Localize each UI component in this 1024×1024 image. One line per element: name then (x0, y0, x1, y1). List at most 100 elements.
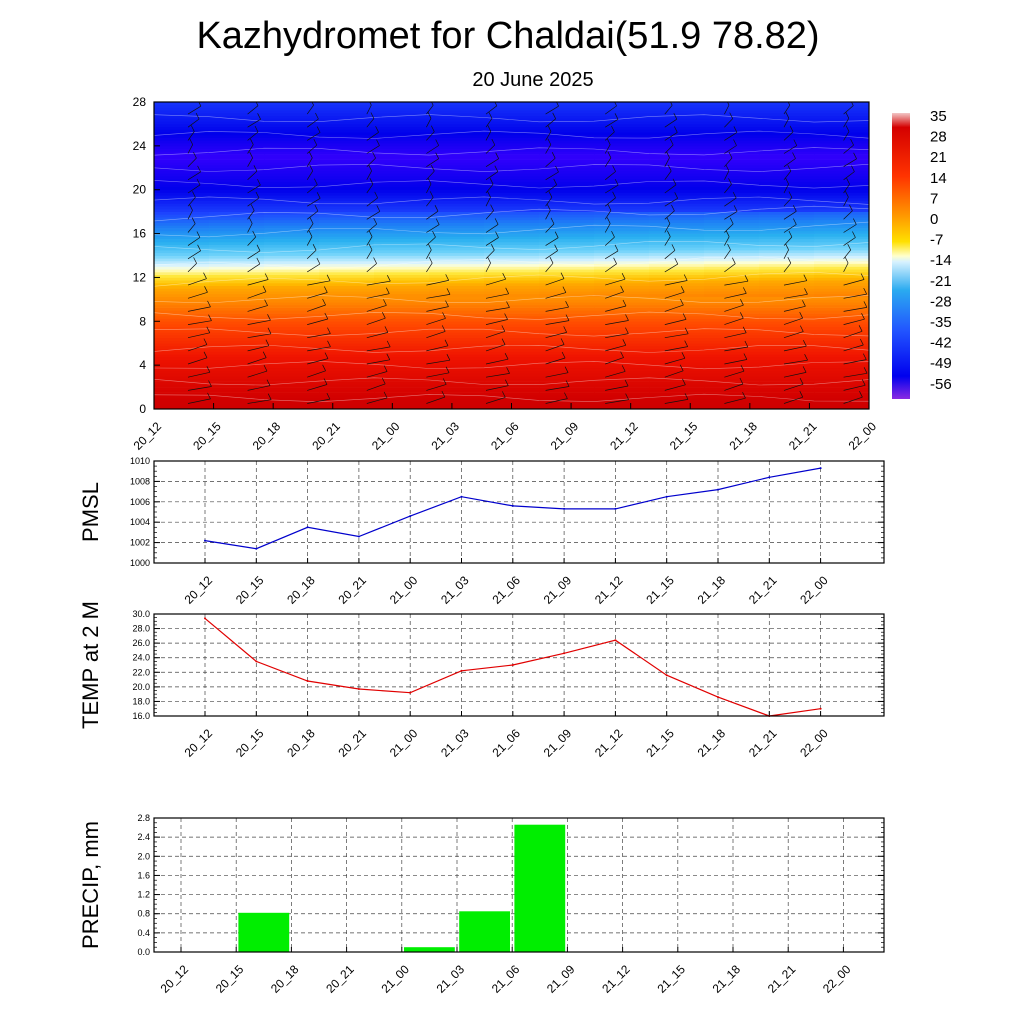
field-cell (429, 384, 485, 388)
field-cell (649, 310, 705, 314)
data-point (409, 691, 412, 694)
field-cell (594, 359, 650, 363)
wind-barb-feather (787, 257, 792, 264)
x-tick-label: 21_15 (654, 962, 688, 996)
field-cell (374, 356, 430, 360)
field-cell (264, 307, 320, 311)
field-cell (374, 178, 430, 182)
field-cell (594, 184, 650, 188)
field-cell (154, 274, 210, 278)
y-tick-label: 28 (133, 95, 147, 109)
wind-barb (187, 144, 194, 154)
field-cell (539, 280, 595, 284)
wind-barb-feather (729, 217, 734, 225)
wind-barb (724, 104, 730, 115)
wind-barb (605, 184, 619, 194)
field-cell (594, 332, 650, 336)
field-cell (759, 321, 815, 325)
field-cell (484, 302, 540, 306)
wind-barb (426, 158, 439, 167)
y-tick-label: 26.0 (132, 638, 150, 648)
field-cell (649, 214, 705, 218)
wind-barb (843, 224, 857, 233)
wind-barb (485, 358, 509, 365)
field-cell (814, 400, 869, 404)
x-tick-label: 21_03 (434, 962, 468, 996)
field-cell (704, 340, 760, 344)
wind-barb (545, 171, 559, 181)
field-cell (429, 104, 485, 108)
field-cell (539, 318, 595, 322)
field-cell (484, 351, 540, 355)
field-cell (484, 354, 540, 358)
wind-barb-feather (267, 327, 272, 334)
field-cell (539, 387, 595, 391)
wind-barb-feather (442, 312, 446, 319)
field-cell (594, 258, 650, 262)
field-cell (374, 200, 430, 204)
wind-barb (545, 320, 570, 325)
field-cell (484, 263, 540, 267)
field-cell (594, 376, 650, 380)
field-cell (759, 132, 815, 136)
field-cell (814, 181, 869, 185)
field-cell (484, 293, 540, 297)
field-cell (539, 321, 595, 325)
field-cell (264, 126, 320, 130)
field-cell (264, 151, 320, 155)
field-cell (319, 162, 375, 166)
field-cell (759, 324, 815, 328)
field-cell (209, 132, 265, 136)
field-cell (814, 236, 869, 240)
field-cell (154, 241, 210, 245)
field-cell (319, 165, 375, 169)
field-cell (484, 304, 540, 308)
field-cell (539, 362, 595, 366)
field-cell (649, 115, 705, 119)
field-cell (539, 299, 595, 303)
field-cell (704, 293, 760, 297)
field-cell (759, 115, 815, 119)
y-tick-label: 12 (133, 270, 147, 284)
field-cell (594, 140, 650, 144)
field-cell (484, 154, 540, 158)
field-cell (374, 219, 430, 223)
field-cell (704, 255, 760, 259)
field-cell (209, 302, 265, 306)
field-cell (209, 197, 265, 201)
field-cell (814, 244, 869, 248)
field-cell (429, 222, 485, 226)
field-cell (264, 252, 320, 256)
field-cell (594, 324, 650, 328)
field-cell (374, 274, 430, 278)
field-cell (154, 167, 210, 171)
field-cell (154, 406, 210, 409)
field-cell (374, 113, 430, 117)
data-point (665, 495, 668, 498)
field-cell (429, 102, 485, 106)
field-cell (154, 236, 210, 240)
field-cell (209, 233, 265, 237)
wind-barb-feather (193, 151, 197, 159)
wind-barb-feather (264, 273, 269, 280)
wind-barb-feather (372, 151, 376, 159)
field-cell (594, 313, 650, 317)
field-cell (429, 241, 485, 245)
field-cell (704, 288, 760, 292)
field-cell (429, 277, 485, 281)
field-cell (484, 277, 540, 281)
field-cell (649, 123, 705, 127)
field-cell (264, 315, 320, 319)
data-point (614, 507, 617, 510)
field-cell (814, 365, 869, 369)
wind-barb-feather (262, 351, 267, 358)
field-cell (539, 228, 595, 232)
field-cell (484, 324, 540, 328)
field-cell (814, 354, 869, 358)
field-cell (209, 195, 265, 199)
wind-barb (604, 157, 612, 167)
field-cell (209, 167, 265, 171)
field-cell (374, 307, 430, 311)
field-cell (759, 151, 815, 155)
field-cell (209, 261, 265, 265)
